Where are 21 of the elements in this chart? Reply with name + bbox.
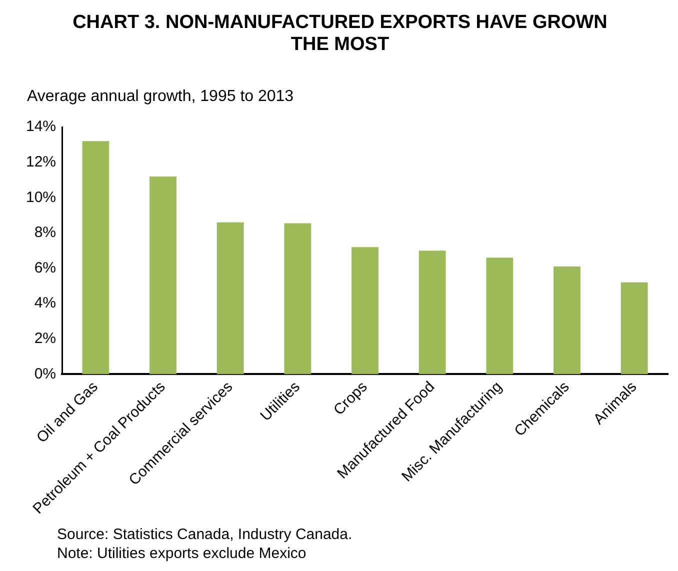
y-axis-title: Average annual growth, 1995 to 2013 — [27, 88, 294, 106]
bar — [554, 266, 580, 374]
bar — [418, 250, 446, 374]
y-tick-label: 14% — [26, 118, 56, 136]
y-tick-label: 6% — [34, 259, 56, 276]
bar — [486, 258, 514, 374]
text: Note: Utilities exports exclude Mexico — [57, 544, 308, 563]
bar — [216, 222, 244, 374]
bar — [150, 176, 176, 374]
y-tick-label: 4% — [34, 294, 56, 312]
y-tick-label: 8% — [34, 224, 56, 242]
source-note: Source: Statistics Canada, Industry Canada. — [57, 525, 352, 544]
y-tick-label: 12% — [26, 153, 56, 170]
bar — [82, 141, 110, 374]
y-tick-label: 0% — [34, 365, 56, 382]
bar — [284, 223, 312, 374]
y-tick-label: 10% — [26, 188, 56, 206]
chart-title: CHART 3. NON-MANUFACTURED EXPORTS HAVE GROWN THE MOST — [72, 12, 608, 56]
bar — [620, 282, 648, 374]
bar — [352, 247, 378, 374]
y-tick-label: 2% — [34, 330, 56, 348]
